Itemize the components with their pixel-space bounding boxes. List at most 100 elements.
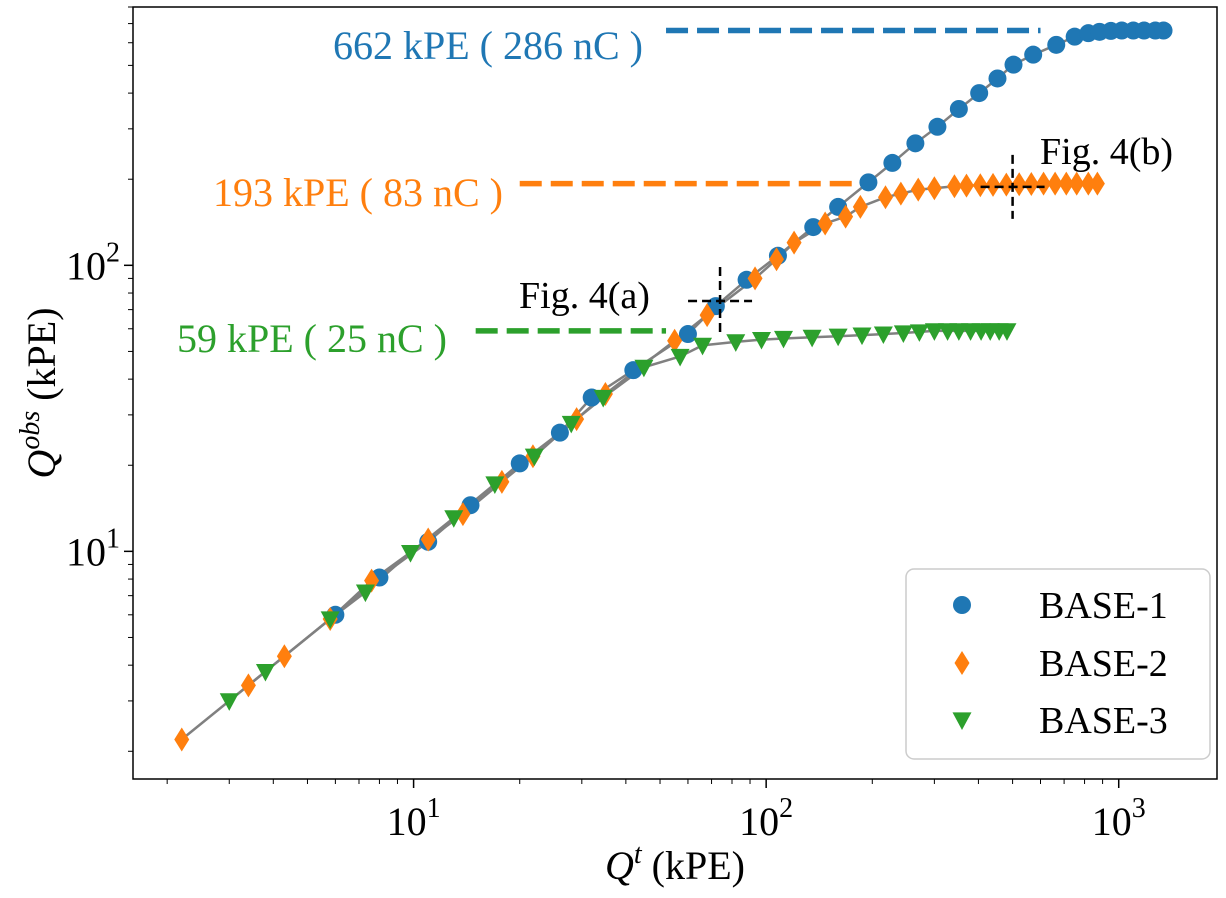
annotation-fig-4a: Fig. 4(a) [519,275,650,317]
data-point-base-3 [909,324,929,342]
data-point-base-2 [1089,171,1105,196]
data-point-base-3 [924,323,944,341]
data-point-base-2 [455,502,471,527]
data-point-base-2 [985,172,1001,197]
data-point-base-3 [634,359,654,378]
data-point-base-2 [747,266,763,291]
annotation-crosshair-1 [688,267,753,336]
data-point-base-3 [726,334,746,352]
data-point-base-2 [667,328,683,353]
data-point-base-3 [751,331,771,350]
fit-curve-base-1 [334,29,1164,616]
x-axis-label-main: Q [605,843,634,888]
data-point-base-2 [174,727,190,752]
legend-label-base-1: BASE-1 [1039,585,1168,627]
data-point-base-3 [593,389,613,408]
data-point-base-2 [769,247,785,272]
data-point-base-1 [883,153,902,172]
data-point-base-3 [561,415,581,434]
data-point-base-2 [817,211,833,236]
legend-label-base-3: BASE-3 [1039,700,1168,742]
data-point-base-2 [877,185,893,210]
data-point-base-3 [485,476,505,494]
data-point-base-3 [997,323,1017,341]
saturation-label-base-3: 59 kPE ( 25 nC ) [177,316,447,361]
legend-marker-base-1 [953,596,971,614]
data-point-base-2 [1036,171,1052,196]
data-point-base-1 [859,173,878,192]
data-point-base-3 [524,448,544,467]
data-point-base-1 [988,69,1007,88]
legend-label-base-2: BASE-2 [1039,643,1168,685]
data-point-base-1 [1004,55,1023,74]
y-axis-label: Qobs (kPE) [15,307,64,478]
data-point-base-2 [1058,171,1074,196]
data-point-base-2 [1080,171,1096,196]
data-point-base-1 [1024,45,1043,64]
data-point-base-2 [893,181,909,206]
annotation-fig-4b: Fig. 4(b) [1040,131,1173,173]
data-point-base-3 [255,663,275,682]
data-point-base-2 [240,673,256,698]
data-point-base-2 [910,177,926,202]
legend-box [905,568,1211,760]
data-point-base-1 [928,117,947,136]
data-point-base-2 [276,644,292,669]
x-axis-label-unit: (kPE) [642,843,745,888]
y-tick-label-2: 102 [66,237,120,288]
data-point-base-2 [946,174,962,199]
data-point-base-2 [1069,171,1085,196]
saturation-label-base-1: 662 kPE ( 286 nC ) [333,23,643,68]
data-point-base-2 [699,303,715,328]
legend-marker-base-2 [954,651,970,675]
data-point-base-1 [804,218,823,237]
data-point-base-2 [786,230,802,255]
x-tick-label-1: 101 [387,793,441,844]
data-point-base-1 [949,99,968,118]
data-point-base-2 [1011,172,1027,197]
data-point-base-3 [852,327,872,346]
y-axis-label-main: Q [19,450,64,479]
data-point-base-3 [444,510,464,528]
x-tick-label-2: 102 [739,793,793,844]
data-point-base-2 [420,527,436,552]
data-point-base-2 [972,173,988,198]
data-point-base-1 [1047,35,1066,54]
data-point-base-3 [693,337,713,356]
data-point-base-1 [970,84,989,103]
data-point-base-3 [828,328,848,347]
legend-marker-base-3 [952,712,972,730]
data-point-base-2 [1023,171,1039,196]
data-point-base-3 [670,348,690,367]
data-point-base-2 [1047,171,1063,196]
data-point-base-3 [355,584,375,603]
data-point-base-1 [678,325,697,344]
y-axis-label-unit: (kPE) [19,307,64,410]
y-axis-label-sup: obs [15,411,46,450]
data-point-base-2 [958,173,974,198]
data-point-base-1 [510,454,529,473]
data-point-base-2 [838,204,854,229]
data-point-base-2 [926,176,942,201]
data-point-base-3 [401,544,421,563]
saturation-label-base-2: 193 kPE ( 83 nC ) [213,170,503,215]
data-point-base-3 [320,611,340,629]
fit-curve-base-3 [228,329,1007,702]
data-point-base-1 [1065,27,1084,46]
data-point-base-2 [852,194,868,219]
plot-frame [132,6,1218,780]
annotation-crosshair-2 [980,154,1045,219]
x-axis-label: Qt (kPE) [605,839,745,888]
data-point-base-3 [774,330,794,349]
data-point-base-3 [873,326,893,345]
data-point-base-3 [893,325,913,343]
data-point-base-3 [219,693,239,711]
data-point-base-1 [550,423,569,442]
legend: BASE-1 BASE-2 BASE-3 [905,568,1211,760]
data-point-base-1 [906,134,925,153]
data-point-base-3 [802,329,822,348]
data-point-base-2 [998,172,1014,197]
y-tick-label-1: 101 [66,523,120,574]
data-point-base-1 [1154,21,1173,40]
